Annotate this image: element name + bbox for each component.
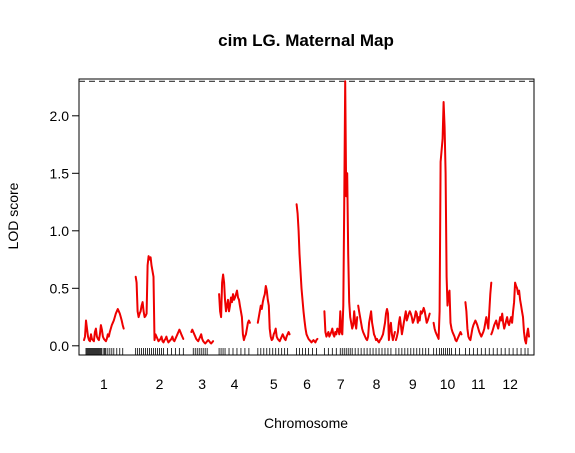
x-tick-label-chr-3: 3	[198, 376, 206, 392]
y-tick-label: 1.0	[50, 223, 70, 239]
y-axis-label: LOD score	[5, 182, 21, 249]
plot-frame	[78, 78, 535, 356]
lod-series-chr-11	[464, 281, 493, 342]
x-tick-label-chr-5: 5	[270, 376, 278, 392]
x-tick-label-chr-10: 10	[440, 376, 456, 392]
x-tick-label-chr-8: 8	[373, 376, 381, 392]
lod-series-chr-6	[295, 203, 319, 344]
lod-series-chr-3	[190, 328, 215, 345]
lod-series-chr-4	[218, 273, 251, 342]
x-tick-label-chr-6: 6	[303, 376, 311, 392]
y-axis: 0.0 0.5 1.0 1.5 2.0	[50, 108, 79, 354]
chart-title: cim LG. Maternal Map	[218, 31, 394, 50]
x-tick-label-chr-1: 1	[100, 376, 108, 392]
lod-series-chr-7	[323, 80, 359, 338]
y-tick-label: 0.5	[50, 280, 70, 296]
lod-series-chr-5	[256, 285, 291, 343]
lod-series-chr-10	[432, 101, 463, 343]
plot-area	[78, 78, 535, 356]
lod-series-chr-1	[83, 308, 125, 343]
x-tick-label-chr-12: 12	[502, 376, 518, 392]
x-axis: 1 2 3 4 5 6 7 8 9 10 11 12	[100, 376, 518, 392]
y-tick-label: 0.0	[50, 338, 70, 354]
y-tick-label: 2.0	[50, 108, 70, 124]
lod-series-chr-8	[357, 304, 396, 344]
y-tick-label: 1.5	[50, 165, 70, 181]
x-tick-label-chr-11: 11	[471, 376, 486, 392]
x-axis-label: Chromosome	[264, 415, 348, 431]
lod-series-chr-12	[490, 281, 530, 345]
x-tick-label-chr-4: 4	[231, 376, 239, 392]
x-tick-label-chr-9: 9	[409, 376, 417, 392]
lod-series-chr-2	[134, 255, 185, 344]
x-tick-label-chr-7: 7	[337, 376, 345, 392]
lod-series-chr-9	[394, 306, 431, 342]
x-tick-label-chr-2: 2	[156, 376, 164, 392]
